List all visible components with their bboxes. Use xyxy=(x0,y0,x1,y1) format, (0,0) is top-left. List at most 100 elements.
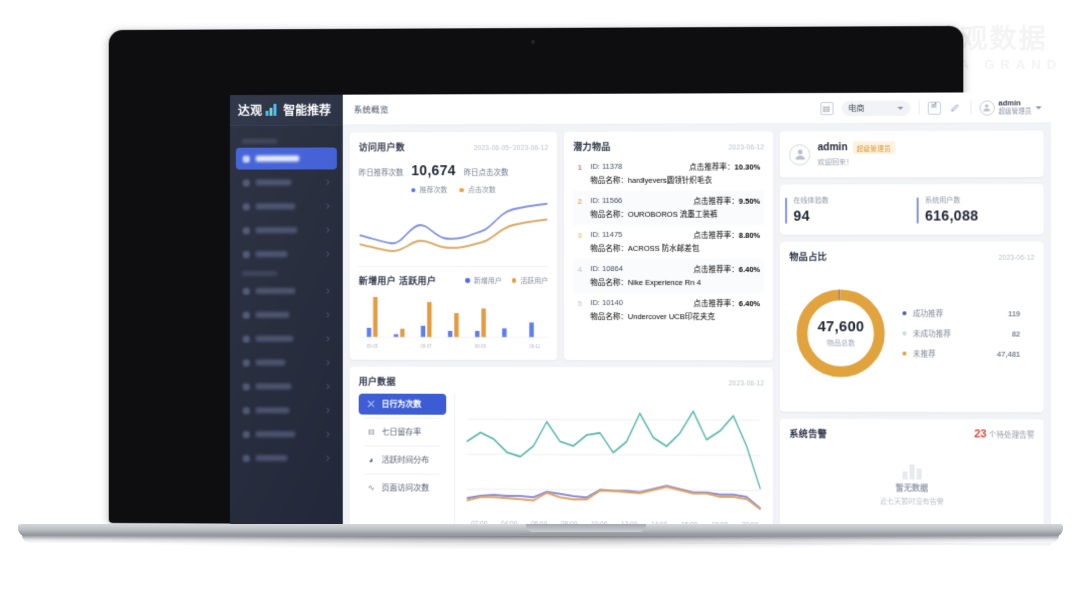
legend-item-click[interactable]: 点击次数 xyxy=(459,185,496,195)
user-info: admin 超级管理员 xyxy=(998,99,1031,116)
divider xyxy=(918,100,920,115)
tab-seven-day-retention[interactable]: ⊟ 七日留存率 xyxy=(359,422,447,443)
item-click-rate: 点击推荐率：8.80% xyxy=(693,230,761,240)
sidebar-item-icon xyxy=(242,406,250,414)
sidebar-item-label xyxy=(255,227,298,234)
sidebar-menu[interactable] xyxy=(230,126,343,542)
chevron-right-icon xyxy=(324,312,330,318)
application-window: 达观 智能推荐 xyxy=(229,92,1051,546)
sidebar-item-label xyxy=(255,203,296,210)
legend-dot xyxy=(465,278,470,283)
bar xyxy=(481,308,487,338)
sidebar-item-label xyxy=(255,287,296,294)
base-shadow xyxy=(18,536,1063,550)
sidebar-item-icon xyxy=(242,454,250,462)
sidebar-item-7[interactable] xyxy=(236,328,337,350)
dashboard-left-column: 访问用户数 2023-06-05~2023-06-12 昨日推荐次数 10,67… xyxy=(349,131,774,538)
laptop-base xyxy=(18,524,1063,550)
sidebar-item-overview[interactable] xyxy=(235,147,337,170)
item-line-1: ID: 11475 点击推荐率：8.80% xyxy=(590,230,760,241)
bar xyxy=(454,313,460,338)
legend-dot xyxy=(459,187,464,193)
tab-active-time-distribution[interactable]: ◕ 活跃时间分布 xyxy=(359,449,447,470)
divider xyxy=(969,100,971,115)
welcome-row: admin 超级管理员 欢迎回来！ xyxy=(789,141,1034,168)
sidebar-item-6[interactable] xyxy=(236,304,337,326)
potential-items-list[interactable]: 1 ID: 11378 点击推荐率：10.30% 物品名称：hardlyevers圆领… xyxy=(573,156,765,352)
axis-tick-label: 06-09 xyxy=(475,343,487,349)
legend-item[interactable]: 未推荐 47,481 xyxy=(902,348,1035,359)
stat-label: 在线体验数 xyxy=(793,197,829,205)
item-line-1: ID: 10864 点击推荐率：6.40% xyxy=(590,264,760,275)
list-item[interactable]: 2 ID: 11566 点击推荐率：9.50% 物品名称：OUROBOROS 流墨工装… xyxy=(573,190,765,225)
webcam-dot xyxy=(530,39,535,45)
sidebar-item-3[interactable] xyxy=(236,219,337,241)
app-logo[interactable]: 达观 智能推荐 xyxy=(229,94,343,126)
legend-item[interactable]: 未成功推荐 82 xyxy=(902,328,1035,339)
item-name: 物品名称：hardlyevers圆领针织毛衣 xyxy=(590,175,713,185)
bar xyxy=(373,296,378,338)
scene-select-value: 电商 xyxy=(848,103,865,113)
visits-legend: 推荐次数 点击次数 xyxy=(359,185,549,195)
tab-daily-behaviour[interactable]: ⤬ 日行为次数 xyxy=(358,393,447,415)
item-ratio-title: 物品占比 xyxy=(789,251,827,262)
legend-value: 47,481 xyxy=(996,349,1021,359)
chevron-right-icon xyxy=(324,179,330,186)
sidebar-item-11[interactable] xyxy=(236,423,337,445)
sidebar-item-icon xyxy=(242,311,250,319)
line-series xyxy=(467,411,760,489)
item-ratio-date: 2023-06-12 xyxy=(998,254,1035,262)
divider xyxy=(358,265,549,268)
bar xyxy=(448,331,454,338)
sidebar-item-9[interactable] xyxy=(236,375,337,397)
chevron-down-icon[interactable] xyxy=(1035,105,1042,109)
sidebar-item-8[interactable] xyxy=(236,352,337,374)
user-data-tabs[interactable]: ⤬ 日行为次数 ⊟ 七日留存率 xyxy=(358,393,447,528)
list-item[interactable]: 1 ID: 11378 点击推荐率：10.30% 物品名称：hardlyevers圆领… xyxy=(573,156,764,190)
list-item[interactable]: 4 ID: 10864 点击推荐率：6.40% 物品名称：Nike Experienc… xyxy=(573,258,765,294)
sidebar-item-icon xyxy=(242,382,250,390)
welcome-greeting: 欢迎回来！ xyxy=(817,159,854,167)
sidebar-item-icon xyxy=(242,430,250,438)
sidebar-item-2[interactable] xyxy=(236,195,337,217)
item-rank: 5 xyxy=(577,299,583,309)
stat-system-users: 系统用户数 616,088 xyxy=(912,195,1044,223)
potential-items-title: 潜力物品 xyxy=(573,141,611,152)
list-item[interactable]: 5 ID: 10140 点击推荐率：6.40% 物品名称：Undercover UCB… xyxy=(573,293,764,327)
tab-page-visits[interactable]: ∿ 页面访问次数 xyxy=(359,477,447,498)
divider xyxy=(364,473,441,475)
item-body: ID: 11378 点击推荐率：10.30% 物品名称：hardlyevers圆领针… xyxy=(590,161,760,185)
tab-label: 活跃时间分布 xyxy=(381,455,430,465)
legend-item-recommend[interactable]: 推荐次数 xyxy=(411,185,447,195)
tab-label: 页面访问次数 xyxy=(381,483,430,493)
item-name: 物品名称：Nike Experience Rn 4 xyxy=(590,278,701,288)
document-icon[interactable]: 🗎 xyxy=(927,101,941,115)
list-item[interactable]: 3 ID: 11475 点击推荐率：8.80% 物品名称：ACROSS 防水邮差包 xyxy=(573,225,764,259)
user-data-title: 用户数据 xyxy=(358,376,396,387)
legend-item[interactable]: 成功推荐 119 xyxy=(902,308,1035,319)
sidebar-item-10[interactable] xyxy=(236,399,337,421)
status-badge: 超级管理员 xyxy=(852,141,896,155)
sidebar-item-label xyxy=(255,179,292,186)
item-body: ID: 11566 点击推荐率：9.50% 物品名称：OUROBOROS 流墨工装裤 xyxy=(590,196,760,220)
bar xyxy=(529,322,534,338)
user-menu[interactable]: admin 超级管理员 xyxy=(979,99,1042,115)
sidebar-item-icon xyxy=(242,179,250,187)
item-name: 物品名称：ACROSS 防水邮差包 xyxy=(590,243,700,253)
legend-item-active-users[interactable]: 活跃用户 xyxy=(511,275,548,285)
grid-icon[interactable]: ▤ xyxy=(819,101,834,115)
item-name: 物品名称：OUROBOROS 流墨工装裤 xyxy=(590,209,718,219)
sidebar-item-1[interactable] xyxy=(236,171,337,193)
sidebar-item-4[interactable] xyxy=(236,243,337,265)
click-count-label: 昨日点击次数 xyxy=(463,168,509,178)
legend-item-new-users[interactable]: 新增用户 xyxy=(465,276,502,286)
axis-tick-label: 06-05 xyxy=(367,343,379,349)
scene-select[interactable]: 电商 xyxy=(841,100,911,116)
pencil-icon[interactable] xyxy=(949,101,962,114)
sidebar-item-12[interactable] xyxy=(236,447,337,469)
legend-label: 点击次数 xyxy=(467,187,496,195)
sidebar-item-label xyxy=(255,407,290,414)
shuffle-icon: ⤬ xyxy=(367,399,375,409)
item-id: ID: 11378 xyxy=(590,161,623,171)
sidebar-item-5[interactable] xyxy=(236,280,337,302)
